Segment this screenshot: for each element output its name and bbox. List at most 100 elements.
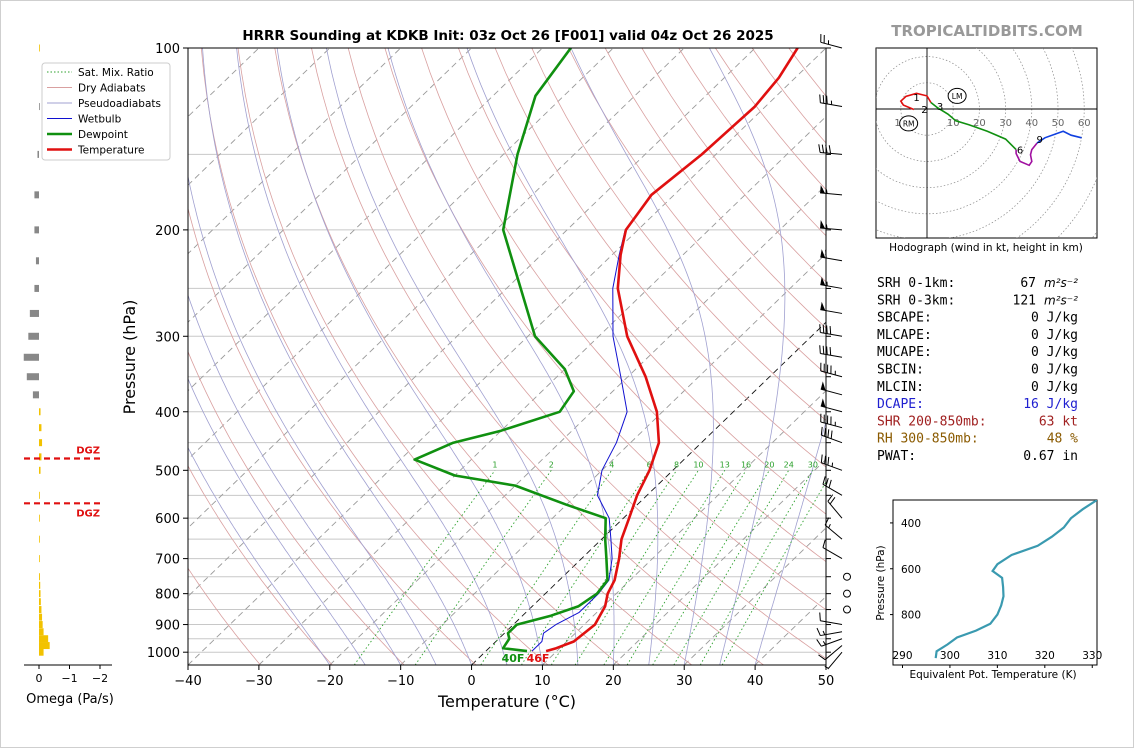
theta-e-y-tick-label: 400 [901, 518, 921, 530]
wind-barb [820, 398, 843, 413]
stat-value: 0 J/kg [1031, 345, 1078, 360]
hodograph-ring-label: 60 [1078, 118, 1091, 129]
x-tick-label: 40 [747, 674, 764, 689]
omega-bar [39, 573, 40, 581]
pseudoadiabat [202, 48, 472, 665]
barb-full [827, 456, 830, 466]
barb-staff [827, 651, 843, 670]
hodograph-height-label: 6 [1017, 146, 1023, 157]
skewt-axes-frame [187, 47, 827, 666]
isotherm-line [188, 48, 826, 665]
barb-full [822, 95, 825, 104]
barb-full [826, 346, 828, 355]
barb-full [820, 454, 823, 463]
barb-full [824, 455, 826, 465]
isotherm-line [188, 48, 543, 392]
barb-full [818, 144, 821, 153]
legend: Sat. Mix. Ratio Dry Adiabats Pseudoadiabat… [41, 62, 171, 161]
omega-bar [34, 284, 39, 292]
barb-full [816, 627, 821, 636]
isotherm-line [188, 48, 614, 460]
theta-e-x-tick-label: 310 [987, 650, 1007, 662]
stat-label: SHR 200-850mb: [877, 414, 987, 429]
stat-label: PWAT: [877, 449, 916, 464]
mixing-ratio-label: 13 [720, 460, 730, 469]
barb-full [828, 145, 832, 154]
surface-temperature-label: 46F [527, 652, 550, 665]
barb-full [826, 325, 828, 334]
y-tick-label: 600 [155, 512, 180, 527]
stat-value: 0 J/kg [1031, 328, 1078, 343]
theta-e-x-tick-label: 290 [892, 650, 912, 662]
mixing-ratio-line [550, 470, 677, 665]
y-tick-label: 900 [155, 619, 180, 634]
pseudoadiabat [236, 48, 508, 665]
stat-value: 0 J/kg [1031, 363, 1078, 378]
mixing-ratio-label: 2 [549, 460, 554, 469]
y-tick-label: 1000 [147, 646, 180, 661]
barb-full [822, 476, 826, 485]
theta-e-x-tick-label: 300 [940, 650, 960, 662]
legend-label: Temperature [77, 145, 145, 157]
dry-adiabat [188, 350, 405, 665]
hodograph-ring-label: 10 [947, 118, 960, 129]
barb-full [819, 612, 821, 621]
mixing-ratio-line [673, 470, 790, 665]
dry-adiabat [188, 465, 333, 665]
barb-flag [820, 398, 826, 408]
series-temperature-line [545, 48, 799, 653]
y-tick-label: 300 [155, 330, 180, 345]
dgz-label-bottom: DGZ [76, 508, 100, 519]
dry-adiabat [237, 48, 621, 665]
barb-full [819, 345, 821, 354]
omega-bar [23, 353, 39, 361]
stat-label: SBCIN: [877, 363, 924, 378]
barb-full [828, 479, 832, 488]
skewt-axes: −40 −30 −20 −10 0 10 20 30 40 50 100 200 300 400 500 60… [147, 42, 834, 689]
hodograph-segment-blue [1036, 130, 1082, 144]
y-tick-label: 400 [155, 406, 180, 421]
omega-bar [39, 466, 41, 474]
barb-flag [820, 276, 826, 286]
theta-e-line [934, 500, 1097, 659]
stat-value: 121 [1013, 293, 1036, 308]
wind-barb [819, 612, 843, 626]
omega-bar [39, 606, 42, 614]
barb-flag [820, 301, 826, 311]
dry-adiabat [458, 48, 826, 515]
hodograph-ring-label: 30 [999, 118, 1012, 129]
wind-barb [820, 184, 843, 196]
isotherm-line [329, 184, 826, 665]
stat-unit: m²s⁻² [1044, 293, 1078, 307]
x-axis-label: Temperature (°C) [437, 692, 576, 711]
mixing-ratio-line [626, 470, 747, 665]
wind-barb [822, 539, 843, 560]
pseudoadiabat [188, 377, 366, 665]
isotherm-line [258, 115, 826, 665]
legend-label: Dewpoint [78, 129, 128, 141]
barb-staff [820, 631, 843, 637]
pseudoadiabat [466, 48, 659, 665]
barb-full [824, 517, 830, 526]
stat-value: 48 % [1047, 432, 1078, 447]
dry-adiabat [188, 567, 261, 665]
mixing-ratio-line [353, 470, 496, 665]
omega-bar [39, 613, 43, 621]
mixing-ratio-label: 1 [492, 460, 497, 469]
theta-e-y-tick-label: 600 [901, 564, 921, 576]
hodograph-caption: Hodograph (wind in kt, height in km) [889, 242, 1083, 254]
wind-barb [818, 645, 843, 661]
wind-barb [827, 494, 843, 519]
omega-bar [32, 391, 39, 399]
y-tick-label: 200 [155, 224, 180, 239]
barb-flag [820, 249, 826, 258]
dry-adiabat [200, 48, 549, 665]
barb-full [821, 144, 825, 153]
wind-barb [820, 454, 843, 471]
x-tick-label: 0 [467, 674, 475, 689]
y-tick-label: 700 [155, 553, 180, 568]
barb-staff [820, 352, 843, 358]
omega-bar [39, 590, 41, 598]
mixing-ratio-line [721, 481, 826, 665]
legend-label: Sat. Mix. Ratio [78, 67, 154, 79]
